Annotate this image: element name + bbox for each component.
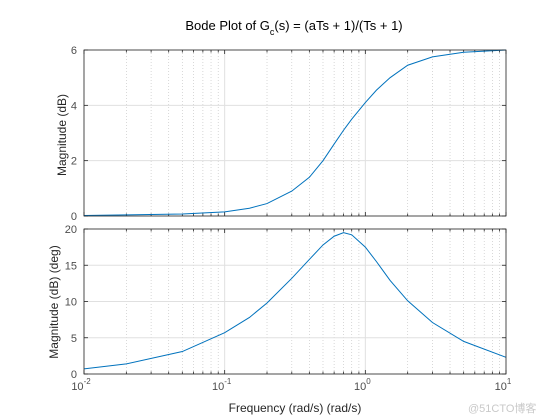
watermark: @51CTO博客 [468,401,536,415]
chart-title: Bode Plot of Gc(s) = (aTs + 1)/(Ts + 1) [185,18,402,37]
y-tick-label: 10 [65,297,77,309]
x-tick-label: 10-2 [71,377,91,393]
title-main: Bode Plot of G [185,18,270,33]
title-subscript: c [270,27,275,37]
y-tick-label: 6 [71,45,77,57]
y-tick-label: 5 [71,333,77,345]
axes-box [83,49,507,217]
response-curve [83,49,507,216]
y-tick-label: 0 [71,369,77,381]
y-tick-label: 20 [65,224,77,236]
magnitude-panel: 0 2 4 6 [71,45,507,223]
frequency-axis-label: Frequency (rad/s) (rad/s) [229,401,362,415]
x-tick-label: 100 [354,377,371,393]
axes-box [83,228,507,375]
title-rest: (s) = (aTs + 1)/(Ts + 1) [274,18,402,33]
y-tick-label: 0 [71,211,77,223]
phase-axis-label: Magnitude (dB) (deg) [47,245,61,358]
x-tick-label: 101 [495,377,512,393]
y-tick-label: 4 [71,100,77,112]
phase-panel: 0 5 10 15 20 10-2 10-1 100 101 [65,224,512,393]
magnitude-axis-label: Magnitude (dB) [55,94,69,176]
response-curve [83,232,507,370]
y-tick-label: 2 [71,156,77,168]
x-tick-label: 10-1 [212,377,232,393]
plot-area [84,50,506,216]
y-tick-label: 15 [65,260,77,272]
